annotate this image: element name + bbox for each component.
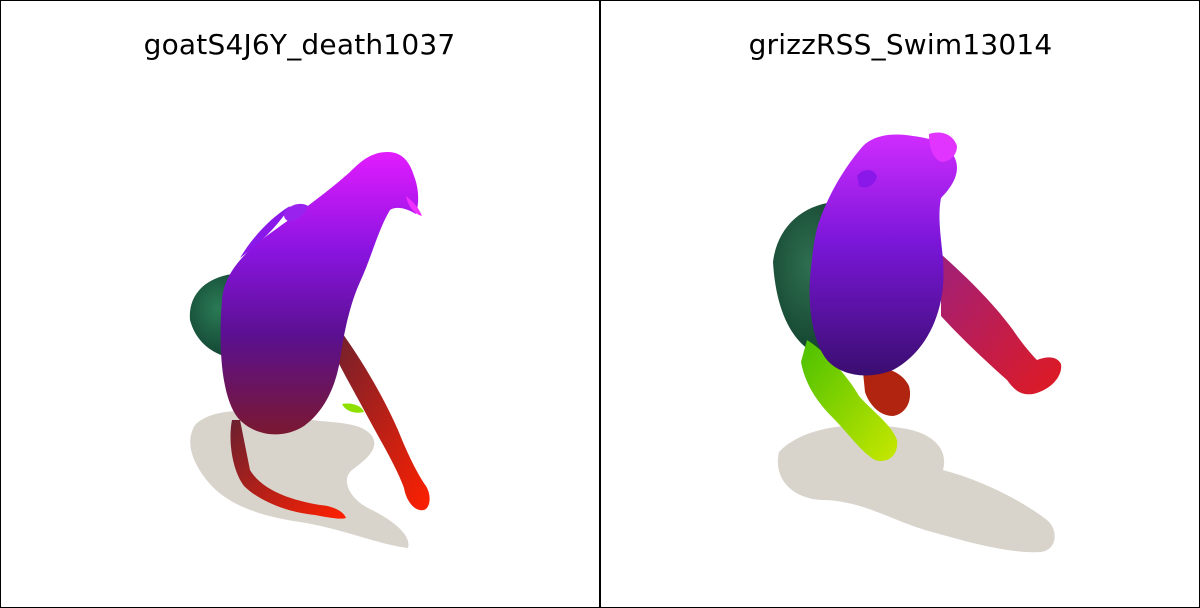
goat-front-leg bbox=[328, 330, 430, 511]
grizzly-snout bbox=[929, 132, 957, 162]
goat-render bbox=[189, 152, 430, 548]
grizzly-hind-leg bbox=[801, 340, 898, 462]
panel-title: goatS4J6Y_death1037 bbox=[143, 28, 456, 61]
render-panel-grizzly: grizzRSS_Swim13014 bbox=[601, 0, 1200, 608]
grizzly-body bbox=[809, 134, 957, 376]
goat-horn bbox=[240, 206, 290, 258]
goat-ear bbox=[283, 203, 308, 222]
grizzly-arm bbox=[941, 254, 1062, 395]
grizzly-ear bbox=[857, 170, 877, 188]
goat-body bbox=[220, 152, 419, 435]
goat-jaw bbox=[406, 196, 422, 216]
grizzly-back-paw bbox=[863, 368, 911, 416]
grizzly-shadow bbox=[777, 425, 1055, 553]
render-panel-goat: goatS4J6Y_death1037 bbox=[0, 0, 599, 608]
grizzly-render bbox=[773, 132, 1062, 553]
panel-divider bbox=[599, 0, 601, 608]
panel-title: grizzRSS_Swim13014 bbox=[748, 28, 1053, 61]
goat-back-foot bbox=[342, 403, 364, 413]
goat-hind-leg bbox=[230, 420, 346, 519]
